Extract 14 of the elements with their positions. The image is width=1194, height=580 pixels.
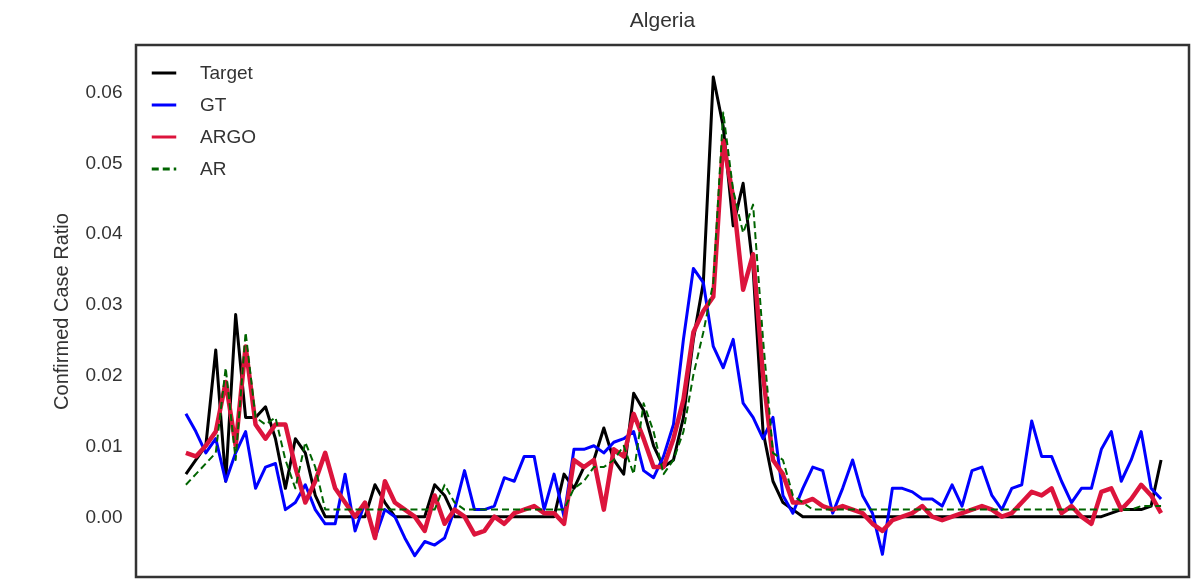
y-tick-label: 0.02 xyxy=(85,364,123,386)
legend-label: GT xyxy=(200,94,227,115)
y-tick-label: 0.06 xyxy=(85,80,123,102)
y-tick-label: 0.04 xyxy=(85,222,123,244)
legend-label: Target xyxy=(200,62,254,83)
y-axis-title: Confirmed Case Ratio xyxy=(49,213,72,410)
y-tick-label: 0.00 xyxy=(85,506,123,528)
line-series xyxy=(184,266,1163,558)
y-tick-label: 0.03 xyxy=(85,293,123,315)
chart-title: Algeria xyxy=(629,8,696,31)
y-tick-label: 0.05 xyxy=(85,151,123,173)
y-tick-label: 0.01 xyxy=(85,435,123,457)
legend-label: AR xyxy=(200,158,227,179)
legend-label: ARGO xyxy=(200,126,256,147)
